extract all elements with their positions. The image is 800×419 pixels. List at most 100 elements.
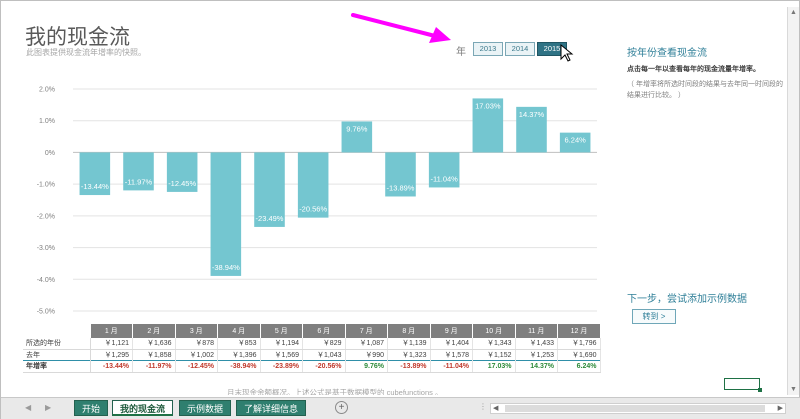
tab-scroll-left-icon[interactable]: ◀ bbox=[25, 403, 32, 412]
sheet-tab-bar: ◀ ▶ 开始 我的现金流 示例数据 了解详细信息 + ⋮ ◀ ▶ bbox=[1, 397, 800, 419]
table-cell[interactable]: ￥1,152 bbox=[472, 349, 516, 360]
bar-data-label: -11.04% bbox=[430, 174, 458, 183]
table-cell[interactable]: ￥1,578 bbox=[430, 349, 473, 360]
table-cell[interactable]: ￥1,139 bbox=[387, 338, 431, 350]
scroll-right-icon[interactable]: ▶ bbox=[777, 405, 783, 412]
chart-bar bbox=[472, 98, 504, 153]
scroll-left-icon[interactable]: ◀ bbox=[493, 405, 499, 412]
scroll-up-icon[interactable]: ▲ bbox=[790, 9, 797, 16]
goto-button[interactable]: 转到 > bbox=[632, 309, 676, 324]
table-cell[interactable]: ￥1,433 bbox=[515, 338, 558, 350]
month-header: 9 月 bbox=[429, 324, 473, 338]
table-cell[interactable]: ￥829 bbox=[302, 338, 346, 350]
growth-rate-cell[interactable]: -11.97% bbox=[132, 359, 176, 373]
table-cell[interactable]: ￥1,569 bbox=[260, 349, 303, 360]
page-subtitle: 此图表提供现金流年增率的快照。 bbox=[26, 48, 146, 57]
growth-rate-cell[interactable]: -13.44% bbox=[90, 359, 133, 373]
bar-data-label: 9.76% bbox=[346, 124, 368, 133]
bar-data-label: -13.44% bbox=[81, 182, 109, 191]
growth-rate-cell[interactable]: 17.03% bbox=[472, 359, 516, 373]
table-cell[interactable]: ￥1,396 bbox=[217, 349, 261, 360]
table-cell[interactable]: ￥1,636 bbox=[132, 338, 176, 350]
horizontal-scrollbar[interactable]: ◀ ▶ bbox=[490, 403, 786, 414]
growth-rate-cell[interactable]: -20.56% bbox=[302, 359, 346, 373]
chart-bar bbox=[341, 121, 373, 153]
scroll-down-icon[interactable]: ▼ bbox=[790, 386, 797, 393]
year-button-2015[interactable]: 2015 bbox=[537, 42, 567, 56]
chart-bar bbox=[297, 152, 329, 218]
table-cell[interactable]: ￥1,690 bbox=[557, 349, 601, 360]
growth-rate-cell[interactable]: -12.45% bbox=[175, 359, 218, 373]
row-label: 所选的年份 bbox=[23, 338, 91, 350]
table-cell[interactable]: ￥1,194 bbox=[260, 338, 303, 350]
bar-data-label: 14.37% bbox=[519, 110, 545, 119]
chart-bar bbox=[123, 152, 154, 191]
arrow-head bbox=[429, 27, 451, 43]
tab-my-cash-flow[interactable]: 我的现金流 bbox=[112, 400, 174, 416]
plus-circle-icon[interactable]: + bbox=[335, 401, 348, 414]
table-cell[interactable]: ￥1,323 bbox=[387, 349, 431, 360]
month-header: 3 月 bbox=[174, 324, 218, 338]
month-header: 4 月 bbox=[217, 324, 260, 338]
bar-data-label: -11.97% bbox=[125, 177, 153, 186]
table-cell[interactable]: ￥1,404 bbox=[430, 338, 473, 350]
chart-bar bbox=[559, 132, 591, 153]
y-tick-label: 1.0% bbox=[39, 118, 55, 125]
tab-start[interactable]: 开始 bbox=[74, 400, 109, 416]
y-tick-label: 0% bbox=[45, 150, 55, 157]
bar-data-label: 6.24% bbox=[565, 136, 587, 145]
side-panel-note: （ 年增率将所选时间段的结果与去年同一时间段的结果进行比较。 ） bbox=[627, 81, 783, 99]
growth-rate-cell[interactable]: -13.89% bbox=[387, 359, 431, 373]
annotation-arrow bbox=[351, 13, 574, 62]
bar-data-label: -13.89% bbox=[387, 183, 415, 192]
bar-data-label: -38.94% bbox=[212, 263, 240, 272]
worksheet-area: 我的现金流 此图表提供现金流年增率的快照。 年 2013 2014 2015 2… bbox=[7, 7, 785, 395]
chart-bar bbox=[210, 152, 242, 276]
header-blank-cell bbox=[23, 324, 90, 338]
table-cell[interactable]: ￥1,043 bbox=[302, 349, 346, 360]
year-button-2014[interactable]: 2014 bbox=[505, 42, 535, 56]
tab-sample-data[interactable]: 示例数据 bbox=[179, 400, 232, 416]
tab-scroll-right-icon[interactable]: ▶ bbox=[45, 403, 52, 412]
table-cell[interactable]: ￥1,087 bbox=[345, 338, 388, 350]
table-cell[interactable]: ￥1,858 bbox=[132, 349, 176, 360]
tab-learn-more[interactable]: 了解详细信息 bbox=[236, 400, 307, 416]
year-button-2013[interactable]: 2013 bbox=[473, 42, 503, 56]
growth-rate-cell[interactable]: -38.94% bbox=[217, 359, 261, 373]
growth-rate-cell[interactable]: 6.24% bbox=[557, 359, 601, 373]
table-cell[interactable]: ￥1,002 bbox=[175, 349, 218, 360]
table-cell[interactable]: ￥1,796 bbox=[557, 338, 601, 350]
table-cell[interactable]: ￥1,121 bbox=[90, 338, 133, 350]
month-header: 8 月 bbox=[387, 324, 430, 338]
bar-data-label: -20.56% bbox=[299, 205, 327, 214]
y-tick-label: -1.0% bbox=[37, 182, 55, 189]
growth-rate-cell[interactable]: 14.37% bbox=[515, 359, 558, 373]
chart-bar bbox=[385, 152, 416, 197]
table-cell[interactable]: ￥878 bbox=[175, 338, 218, 350]
growth-rate-cell[interactable]: 9.76% bbox=[345, 359, 388, 373]
table-cell[interactable]: ￥1,253 bbox=[515, 349, 558, 360]
table-cell[interactable]: ￥1,343 bbox=[472, 338, 516, 350]
chart-bar bbox=[79, 152, 111, 196]
table-cell[interactable]: ￥853 bbox=[217, 338, 261, 350]
growth-rate-cell[interactable]: -23.89% bbox=[260, 359, 303, 373]
selected-cell[interactable] bbox=[724, 378, 762, 392]
month-header: 2 月 bbox=[132, 324, 175, 338]
month-header: 12 月 bbox=[557, 324, 600, 338]
arrow-shaft bbox=[351, 13, 441, 39]
chart-bar bbox=[428, 152, 460, 188]
chart-bar-labels: -13.44% -11.97% -12.45% -38.94% -23.49% -20.5… bbox=[81, 101, 586, 272]
more-tabs-icon[interactable]: ⋮ bbox=[479, 402, 487, 411]
y-axis-ticks: 2.0% 1.0% 0% -1.0% -2.0% -3.0% -4.0% -5.0% bbox=[37, 87, 55, 316]
chart-bar bbox=[516, 106, 547, 153]
growth-rate-cell[interactable]: -11.04% bbox=[430, 359, 473, 373]
table-cell[interactable]: ￥1,295 bbox=[90, 349, 133, 360]
cash-flow-chart: 2.0% 1.0% 0% -1.0% -2.0% -3.0% -4.0% -5.0% -13.… bbox=[37, 87, 597, 316]
table-cell[interactable]: ￥990 bbox=[345, 349, 388, 360]
page-title: 我的现金流 bbox=[25, 26, 130, 49]
month-header: 10 月 bbox=[472, 324, 515, 338]
cursor-arrow-icon bbox=[560, 43, 574, 62]
scroll-thumb[interactable] bbox=[505, 405, 765, 412]
vertical-scrollbar[interactable]: ▲ ▼ bbox=[787, 7, 799, 395]
